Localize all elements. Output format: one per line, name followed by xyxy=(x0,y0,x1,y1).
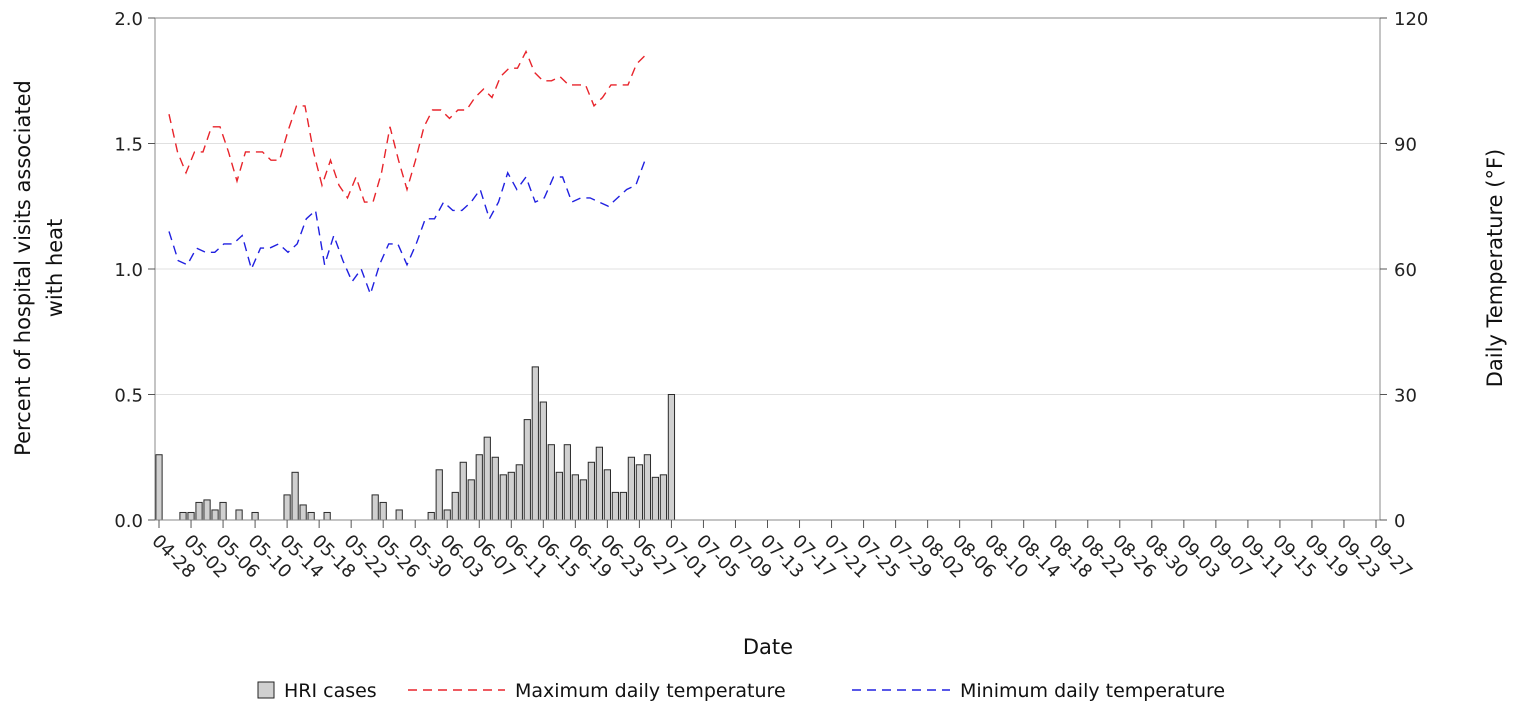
hri-bar xyxy=(523,419,531,521)
hri-bar xyxy=(619,491,628,521)
hri-bar xyxy=(395,509,403,521)
hri-bar xyxy=(483,436,491,521)
hri-bar xyxy=(563,444,571,521)
hri-bar xyxy=(475,454,483,521)
hri-bar xyxy=(323,511,331,521)
legend: HRI cases Maximum daily temperature Mini… xyxy=(257,680,1225,702)
hri-bar xyxy=(195,501,203,521)
hri-bar xyxy=(643,454,652,521)
y2-tick-label: 120 xyxy=(1394,9,1428,30)
hri-bar xyxy=(651,476,660,521)
hri-bar xyxy=(531,366,539,521)
legend-swatch-hri-cases xyxy=(257,681,275,699)
y-tick-label: 1.5 xyxy=(114,135,143,156)
hri-bar xyxy=(467,479,475,521)
hri-bar xyxy=(371,494,379,521)
left-y-axis: 0.0 0.5 1.0 1.5 2.0 xyxy=(114,9,155,532)
x-axis-title: Date xyxy=(743,635,793,659)
hri-bar xyxy=(667,394,676,521)
max-temp-line xyxy=(168,49,646,203)
y-axis-title-line-2: with heat xyxy=(43,219,67,318)
hri-bar xyxy=(627,456,636,521)
hri-bar xyxy=(595,446,603,521)
y-tick-label: 1.0 xyxy=(114,260,143,281)
temperature-lines xyxy=(168,49,646,297)
hri-bar xyxy=(547,444,555,521)
y2-tick-label: 0 xyxy=(1394,511,1405,532)
hri-bar xyxy=(459,461,467,521)
hri-bar xyxy=(579,479,587,521)
hri-bar xyxy=(427,511,435,521)
hri-bar xyxy=(307,511,315,521)
hri-bar xyxy=(539,401,547,521)
hri-bar xyxy=(203,499,211,521)
hri-bar xyxy=(635,464,644,521)
y-tick-label: 0.5 xyxy=(114,386,143,407)
hri-bar xyxy=(571,474,579,521)
hri-bars xyxy=(155,366,676,521)
hri-bar xyxy=(379,501,387,521)
hri-bar xyxy=(179,511,187,521)
hri-bar xyxy=(155,454,163,521)
hri-bar xyxy=(451,491,459,521)
hri-bar xyxy=(515,464,523,521)
y-axis-title-line-1: Percent of hospital visits associated xyxy=(11,80,35,456)
hri-bar xyxy=(435,469,443,521)
y2-tick-label: 90 xyxy=(1394,135,1417,156)
right-y-axis: 0 30 60 90 120 xyxy=(1380,9,1428,532)
y-tick-label: 2.0 xyxy=(114,9,143,30)
min-temp-line xyxy=(168,159,646,297)
y-tick-label: 0.0 xyxy=(114,511,143,532)
hri-bar xyxy=(491,456,499,521)
hri-bar xyxy=(659,474,668,521)
y2-tick-label: 30 xyxy=(1394,386,1417,407)
hri-bar xyxy=(251,511,259,521)
y2-tick-label: 60 xyxy=(1394,260,1417,281)
hri-bar xyxy=(611,491,619,521)
hri-bar xyxy=(499,474,507,521)
hri-bar xyxy=(219,501,227,521)
hri-bar xyxy=(211,509,219,521)
legend-label-hri-cases: HRI cases xyxy=(284,680,377,702)
legend-label-max-temp: Maximum daily temperature xyxy=(515,680,786,702)
hri-bar xyxy=(299,504,307,521)
y2-axis-title: Daily Temperature (°F) xyxy=(1483,149,1507,387)
hri-bar xyxy=(291,471,299,521)
hri-bar xyxy=(187,511,195,521)
gridlines xyxy=(155,143,1380,395)
legend-label-min-temp: Minimum daily temperature xyxy=(960,680,1225,702)
hri-bar xyxy=(587,461,595,521)
hri-bar xyxy=(507,471,515,521)
hri-bar xyxy=(443,509,451,521)
hri-bar xyxy=(603,469,611,521)
hri-bar xyxy=(555,471,563,521)
x-axis: 04-2805-0205-0605-1005-1405-1805-2205-26… xyxy=(147,520,1416,583)
hri-bar xyxy=(235,509,243,521)
hri-bar xyxy=(283,494,291,521)
